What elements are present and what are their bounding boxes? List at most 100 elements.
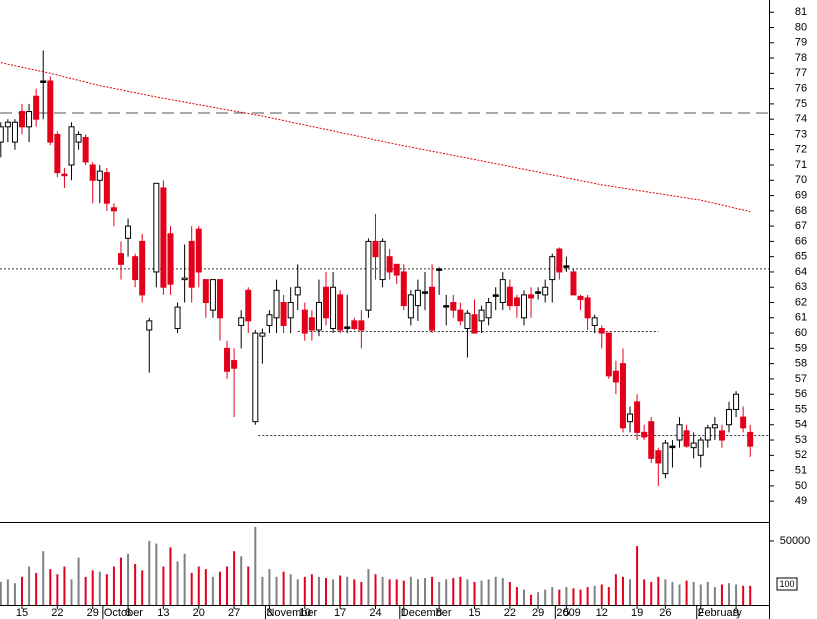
month-label: February xyxy=(698,607,743,619)
candle-body xyxy=(690,442,697,449)
candle-body xyxy=(308,317,315,331)
x-tick-label: 26 xyxy=(659,607,671,619)
volume-bar xyxy=(508,581,511,605)
candle-body xyxy=(627,413,634,423)
candle-body xyxy=(669,445,676,449)
candle-body xyxy=(216,279,223,319)
x-tick-label: 2 xyxy=(698,607,704,619)
candle-body xyxy=(535,291,542,294)
volume-bar xyxy=(155,543,158,605)
y-tick-label: 69 xyxy=(795,189,807,201)
volume-unit: 100 xyxy=(779,579,794,589)
candle-body xyxy=(676,424,683,441)
candle-body xyxy=(117,253,124,265)
candle-body xyxy=(641,431,648,438)
volume-bar xyxy=(720,584,723,605)
candle-body xyxy=(393,263,400,276)
candle-body xyxy=(252,332,259,423)
volume-bar xyxy=(551,587,554,605)
candle-body xyxy=(619,363,626,429)
volume-bar xyxy=(226,566,229,605)
candle-body xyxy=(457,309,464,322)
volume-bar xyxy=(282,571,285,605)
volume-bar xyxy=(459,576,462,605)
y-tick-label: 63 xyxy=(795,281,807,293)
volume-bar xyxy=(42,551,45,605)
y-tick-label: 53 xyxy=(795,434,807,446)
candle-body xyxy=(704,427,711,441)
volume-bar xyxy=(218,571,221,605)
candle-body xyxy=(47,80,54,143)
volume-bar xyxy=(204,569,207,605)
candle-body xyxy=(351,320,358,329)
volume-bar xyxy=(586,587,589,605)
moving-average xyxy=(0,62,751,213)
candle-body xyxy=(414,289,421,307)
volume-bar xyxy=(452,578,455,605)
volume-bar xyxy=(56,574,59,605)
volume-bar xyxy=(530,594,533,605)
candle-body xyxy=(379,240,386,281)
x-tick-label: 27 xyxy=(228,607,240,619)
candle-body xyxy=(605,332,612,377)
volume-bar xyxy=(303,576,306,605)
y-tick-label: 79 xyxy=(795,37,807,49)
x-tick-label: 29 xyxy=(87,607,99,619)
volume-bar xyxy=(105,574,108,605)
x-tick-label: 8 xyxy=(436,607,442,619)
candle-body xyxy=(612,370,619,383)
y-tick-label: 61 xyxy=(795,312,807,324)
volume-bar xyxy=(409,576,412,605)
candle-body xyxy=(344,326,351,329)
candle-body xyxy=(245,289,252,322)
volume-bar xyxy=(431,576,434,605)
candle-body xyxy=(33,95,40,120)
month-label: October xyxy=(104,607,143,619)
y-tick-label: 54 xyxy=(795,419,807,431)
volume-bar xyxy=(127,553,130,605)
volume-bar xyxy=(169,547,172,605)
candle-body xyxy=(181,277,188,281)
volume-bar xyxy=(310,574,313,605)
y-tick-label: 72 xyxy=(795,144,807,156)
candle-body xyxy=(68,126,75,166)
volume-bar xyxy=(416,579,419,605)
candle-body xyxy=(315,302,322,331)
x-tick-label: 10 xyxy=(299,607,311,619)
x-tick-label: 15 xyxy=(468,607,480,619)
volume-bar xyxy=(473,581,476,605)
volume-bar xyxy=(183,553,186,605)
candle-body xyxy=(662,442,669,475)
volume-bar xyxy=(35,572,38,605)
x-tick-label: 22 xyxy=(51,607,63,619)
volume-bar xyxy=(339,575,342,605)
candle-body xyxy=(224,347,231,372)
volume-bar xyxy=(643,579,646,605)
candle-body xyxy=(153,182,160,273)
candle-body xyxy=(598,327,605,334)
candle-body xyxy=(740,416,747,429)
candle-body xyxy=(195,228,202,273)
y-tick-label: 70 xyxy=(795,174,807,186)
candle-body xyxy=(89,164,96,181)
volume-bar xyxy=(657,576,660,605)
volume-bar xyxy=(381,576,384,605)
volume-bar xyxy=(537,592,540,605)
month-label: December xyxy=(401,607,452,619)
candle-body xyxy=(259,332,266,337)
candle-body xyxy=(471,314,478,334)
volume-bar xyxy=(388,579,391,605)
y-tick-label: 59 xyxy=(795,342,807,354)
candle-body xyxy=(330,286,337,329)
candle-body xyxy=(485,302,492,319)
candle-body xyxy=(337,294,344,331)
candle-body xyxy=(429,286,436,331)
candle-body xyxy=(167,233,174,285)
x-tick-label: 17 xyxy=(334,607,346,619)
x-tick-label: 24 xyxy=(369,607,381,619)
candle-body xyxy=(499,279,506,304)
volume-bar xyxy=(749,585,752,605)
volume-bar xyxy=(162,566,165,605)
x-tick-label: 6 xyxy=(125,607,131,619)
